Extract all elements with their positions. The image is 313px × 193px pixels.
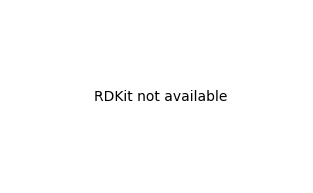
Text: RDKit not available: RDKit not available <box>94 91 227 104</box>
